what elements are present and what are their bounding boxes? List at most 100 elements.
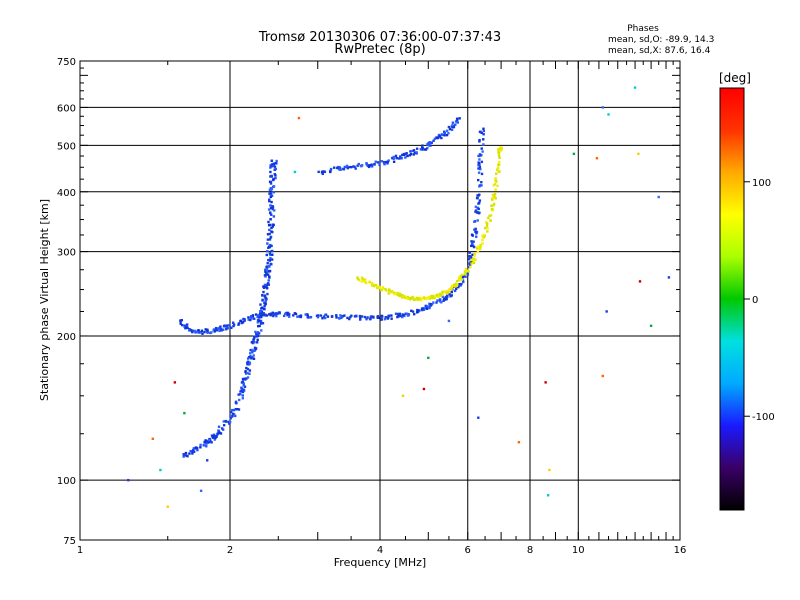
data-point [268,313,271,316]
data-point [417,298,421,301]
data-point [224,419,227,423]
data-point [424,306,427,310]
data-point [477,163,480,167]
data-point [342,168,346,171]
data-point [395,157,399,160]
data-point [297,315,301,318]
data-point [471,253,474,256]
data-point [211,436,215,439]
data-point [657,195,660,199]
data-point [269,262,272,266]
data-point [429,144,432,147]
data-point [473,228,476,231]
data-point [380,160,384,163]
data-point [253,335,256,339]
data-point [297,116,301,120]
data-point [546,494,550,497]
data-point [256,331,260,334]
data-point [456,283,459,286]
data-point [256,315,259,319]
data-point [490,204,493,207]
data-point [412,153,415,156]
data-point [498,160,501,164]
data-point [269,170,272,174]
data-point [183,325,186,328]
data-point [380,314,384,318]
data-point [241,397,245,400]
data-point [180,323,184,327]
data-point [265,284,268,287]
data-point [222,420,225,423]
data-point [390,289,394,293]
data-point [438,298,442,301]
data-point [437,295,440,299]
data-point [605,310,608,313]
data-point [466,271,469,275]
data-point [272,223,275,227]
data-point [268,245,272,249]
data-point [370,281,374,285]
data-point [401,293,404,297]
data-point [485,222,489,225]
data-point [249,318,252,322]
data-point [256,324,260,328]
data-point [346,316,349,320]
data-point [200,329,204,333]
data-point [376,286,379,290]
data-point [392,291,396,294]
data-point [421,148,424,151]
data-point [478,184,482,187]
data-point [258,316,261,319]
data-point [270,175,273,178]
data-point [268,192,271,195]
data-point [444,298,448,301]
data-point [159,468,162,472]
data-point [244,378,247,381]
data-point [195,446,199,450]
data-point [258,324,261,328]
data-point [264,285,267,289]
data-point [404,156,407,159]
data-point [477,154,480,158]
data-point [199,446,202,449]
data-point [252,354,255,357]
data-point [390,317,393,320]
data-point [478,158,481,161]
colorbar [719,87,745,511]
data-point [212,433,216,436]
x-tick-label: 8 [527,545,533,556]
data-point [478,138,481,142]
data-point [424,148,428,151]
data-point [263,295,267,298]
data-point [266,242,269,245]
data-point [338,317,341,320]
data-point [272,164,275,168]
data-point [271,163,274,166]
data-point [296,315,299,318]
data-point [421,147,424,150]
data-point [343,314,346,317]
data-point [262,286,266,289]
data-point [197,329,200,332]
data-point [447,131,450,135]
data-point [468,263,472,266]
data-point [446,295,449,298]
data-point [185,454,188,457]
data-point [264,268,267,271]
data-point [272,163,276,166]
data-point [229,417,232,420]
data-point [381,287,385,290]
data-point [354,167,357,170]
data-point [264,302,267,305]
data-point [249,348,252,352]
data-point [638,280,642,283]
data-point [425,305,429,308]
chart-title: Tromsø 20130306 07:36:00-07:37:43 [258,30,501,45]
data-point [428,144,431,147]
data-point [326,315,330,318]
data-point [478,140,481,143]
data-point [293,170,297,174]
data-point [269,243,272,247]
data-point [321,317,324,320]
data-point [457,283,461,286]
